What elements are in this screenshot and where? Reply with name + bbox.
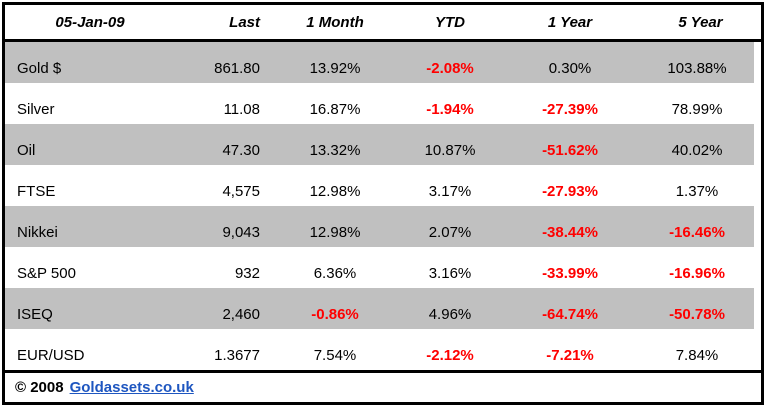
- cell-value: 3.16%: [428, 265, 472, 282]
- cell-value: -7.21%: [546, 347, 594, 364]
- cell-value: 932: [234, 265, 260, 282]
- row-label: S&P 500: [17, 265, 76, 282]
- row-label: Nikkei: [17, 224, 58, 241]
- header-col-1-year: 1 Year: [547, 13, 593, 31]
- cell-value: -27.39%: [542, 101, 598, 118]
- table-row: ISEQ 2,460 -0.86% 4.96% -64.74% -50.78%: [5, 288, 754, 329]
- table-body: Gold $ 861.80 13.92% -2.08% 0.30% 103.88% Silv…: [5, 42, 761, 370]
- cell-value: -33.99%: [542, 265, 598, 282]
- header-col-last: Last: [229, 13, 260, 31]
- cell-value: 16.87%: [309, 101, 361, 118]
- table-row: Nikkei 9,043 12.98% 2.07% -38.44% -16.46%: [5, 206, 754, 247]
- row-label: Oil: [17, 142, 36, 159]
- cell-value: -50.78%: [669, 306, 725, 323]
- cell-value: 6.36%: [313, 265, 357, 282]
- cell-value: 13.32%: [309, 142, 361, 159]
- cell-value: -16.46%: [669, 224, 725, 241]
- cell-value: -0.86%: [311, 306, 359, 323]
- cell-value: 7.54%: [313, 347, 357, 364]
- cell-value: -1.94%: [426, 101, 474, 118]
- cell-value: -64.74%: [542, 306, 598, 323]
- cell-value: 12.98%: [309, 224, 361, 241]
- row-label: Silver: [17, 101, 55, 118]
- cell-value: 10.87%: [424, 142, 476, 159]
- cell-value: 1.3677: [214, 347, 260, 364]
- cell-value: -16.96%: [669, 265, 725, 282]
- footer: © 2008 Goldassets.co.uk: [5, 370, 761, 402]
- cell-value: -27.93%: [542, 183, 598, 200]
- cell-value: 9,043: [222, 224, 260, 241]
- row-label: EUR/USD: [17, 347, 85, 364]
- cell-value: 12.98%: [309, 183, 361, 200]
- cell-value: 861.80: [214, 60, 260, 77]
- cell-value: 1.37%: [675, 183, 719, 200]
- table-header-row: 05-Jan-09 Last 1 Month YTD 1 Year 5 Year: [5, 5, 761, 42]
- cell-value: 2,460: [222, 306, 260, 323]
- cell-value: -38.44%: [542, 224, 598, 241]
- table-row: Gold $ 861.80 13.92% -2.08% 0.30% 103.88%: [5, 42, 754, 83]
- header-date: 05-Jan-09: [55, 13, 125, 31]
- cell-value: 0.30%: [548, 60, 592, 77]
- cell-value: 3.17%: [428, 183, 472, 200]
- cell-value: 4.96%: [428, 306, 472, 323]
- cell-value: 103.88%: [667, 60, 727, 77]
- header-col-5-year: 5 Year: [678, 13, 723, 31]
- table-row: S&P 500 932 6.36% 3.16% -33.99% -16.96%: [5, 247, 754, 288]
- row-label: FTSE: [17, 183, 56, 200]
- goldassets-link[interactable]: Goldassets.co.uk: [69, 379, 194, 396]
- cell-value: 2.07%: [428, 224, 472, 241]
- header-col-1-month: 1 Month: [306, 13, 364, 31]
- row-label: ISEQ: [17, 306, 53, 323]
- cell-value: -51.62%: [542, 142, 598, 159]
- table-row: FTSE 4,575 12.98% 3.17% -27.93% 1.37%: [5, 165, 754, 206]
- cell-value: 13.92%: [309, 60, 361, 77]
- cell-value: 78.99%: [671, 101, 723, 118]
- header-col-ytd: YTD: [435, 13, 465, 31]
- copyright-text: © 2008: [15, 379, 64, 396]
- row-label: Gold $: [17, 60, 62, 77]
- table-row: EUR/USD 1.3677 7.54% -2.12% -7.21% 7.84%: [5, 329, 754, 370]
- cell-value: 40.02%: [671, 142, 723, 159]
- cell-value: 11.08: [223, 101, 260, 118]
- cell-value: 4,575: [222, 183, 260, 200]
- table-row: Oil 47.30 13.32% 10.87% -51.62% 40.02%: [5, 124, 754, 165]
- cell-value: 47.30: [222, 142, 260, 159]
- table-row: Silver 11.08 16.87% -1.94% -27.39% 78.99%: [5, 83, 754, 124]
- cell-value: -2.08%: [426, 60, 474, 77]
- cell-value: 7.84%: [675, 347, 719, 364]
- cell-value: -2.12%: [426, 347, 474, 364]
